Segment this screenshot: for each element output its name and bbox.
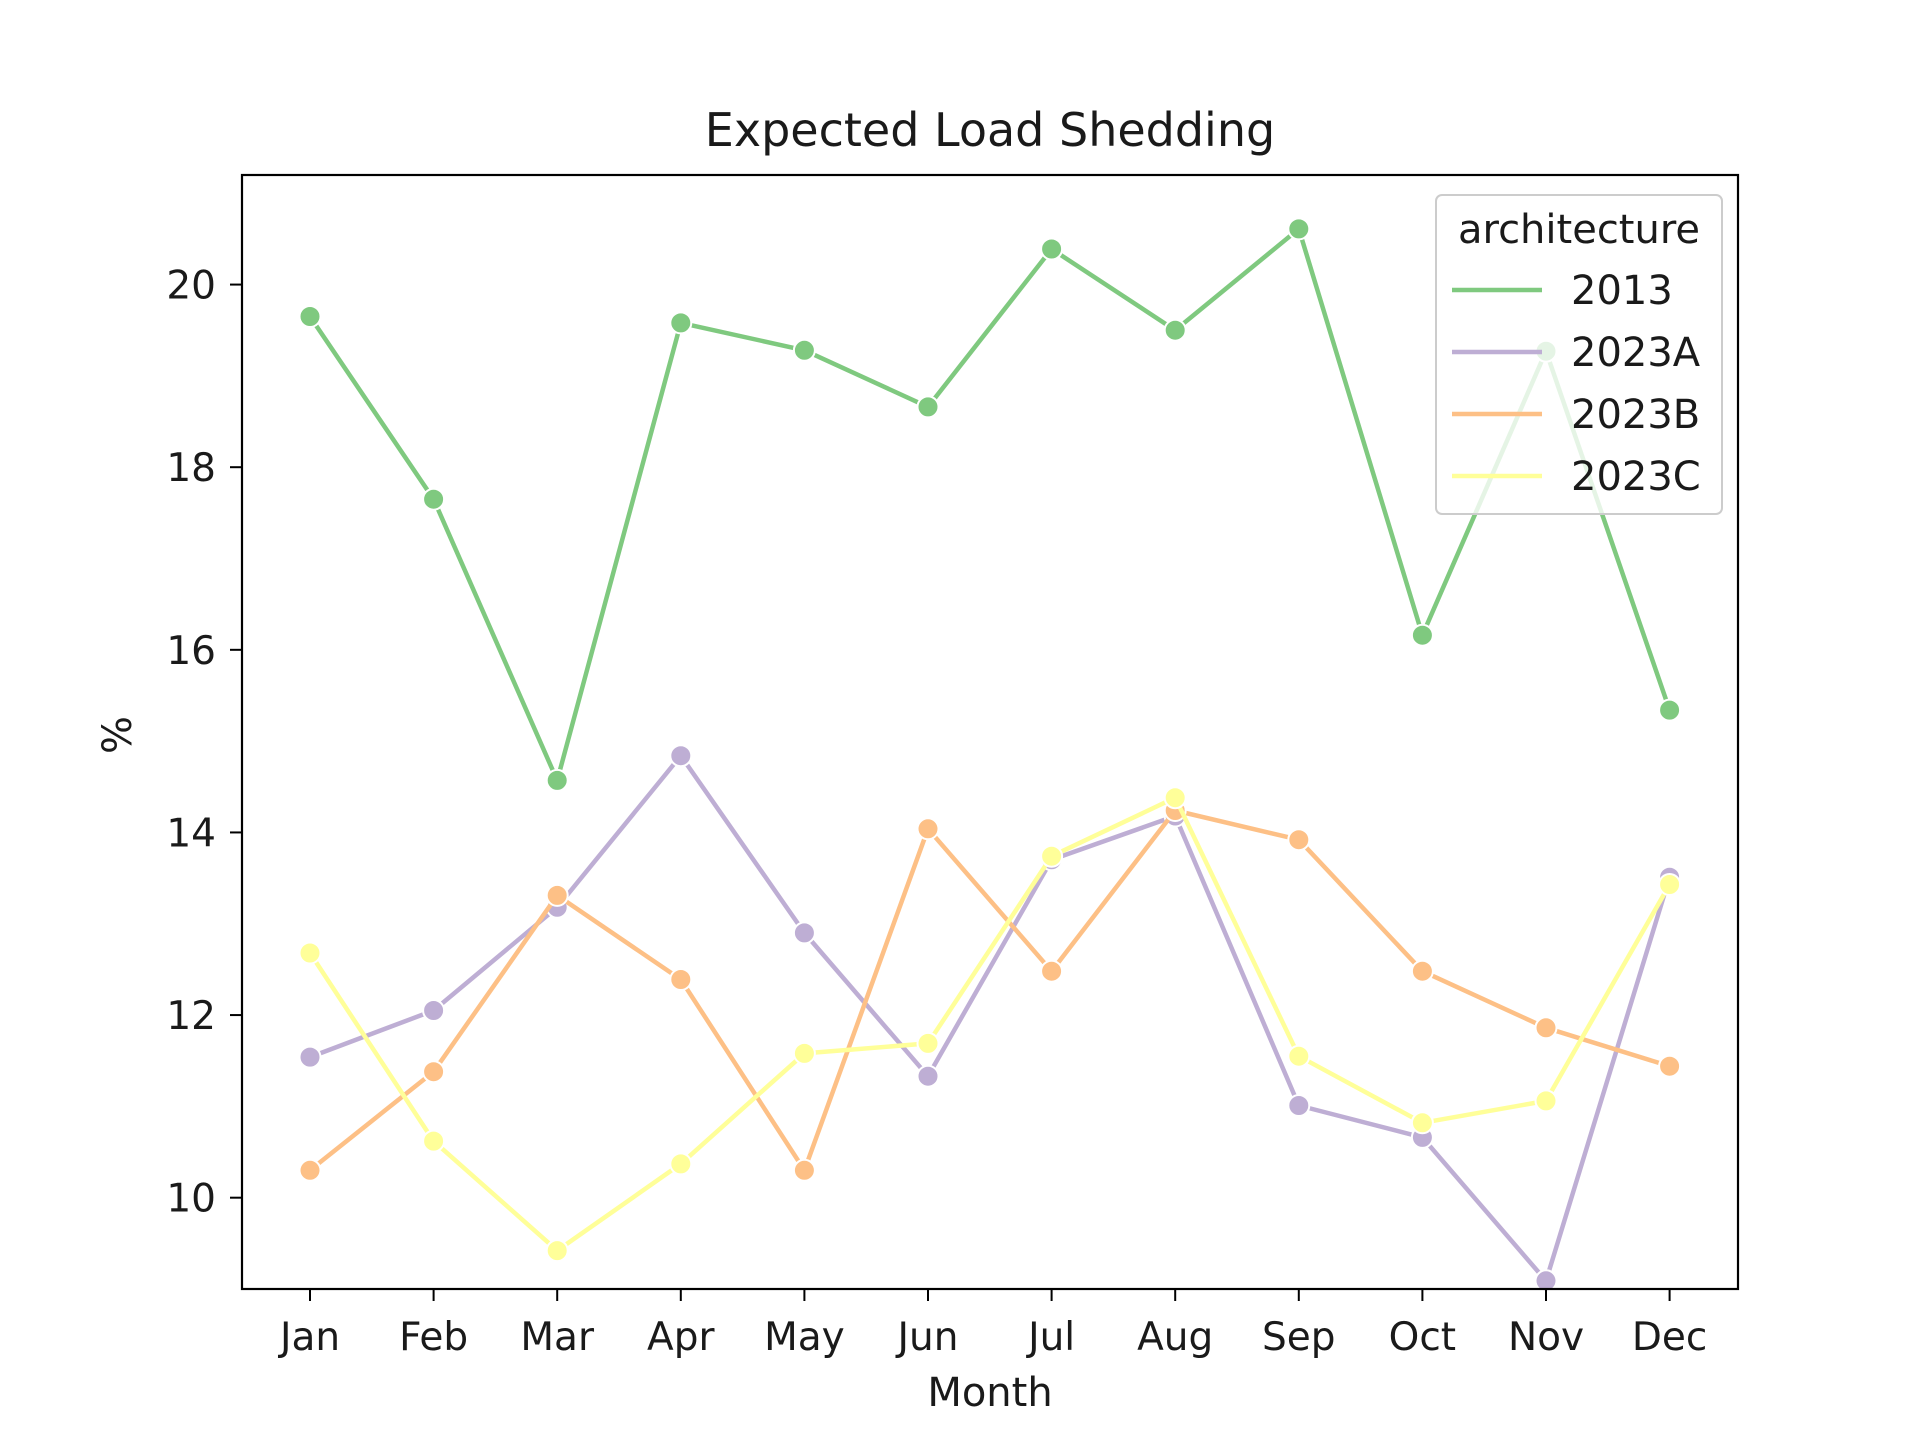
x-tick-label-sep: Sep [1262, 1315, 1336, 1360]
x-tick-label-jan: Jan [277, 1315, 340, 1360]
series-2023a-point-apr [669, 744, 693, 768]
y-axis-title: % [95, 716, 141, 754]
legend-title: architecture [1458, 207, 1700, 253]
series-2023b-point-nov [1534, 1016, 1558, 1040]
series-2013-point-jul [1040, 237, 1064, 261]
series-2013-point-jun [916, 395, 940, 419]
series-2023a-point-may [792, 921, 816, 945]
series-2013-point-mar [545, 768, 569, 792]
y-tick-label-14: 14 [166, 811, 216, 856]
series-2023b-point-jul [1040, 959, 1064, 983]
series-2013-point-jan [298, 305, 322, 328]
x-tick-label-may: May [764, 1315, 845, 1360]
series-2013-point-sep [1287, 217, 1311, 241]
series-2013-point-aug [1163, 318, 1187, 342]
y-tick-label-10: 10 [166, 1177, 216, 1222]
series-2023c-point-apr [669, 1152, 693, 1176]
plot-frame [240, 173, 1740, 1291]
y-tick-label-12: 12 [166, 994, 216, 1039]
legend-label-2013: 2013 [1571, 268, 1673, 314]
series-2013-point-apr [669, 311, 693, 335]
series-2023c-point-dec [1658, 873, 1682, 896]
series-2023a-point-feb [422, 999, 446, 1022]
x-tick-label-mar: Mar [520, 1315, 595, 1360]
series-2023c-point-aug [1163, 786, 1187, 810]
legend-label-2023a: 2023A [1571, 330, 1701, 376]
series-2013-point-feb [422, 487, 446, 511]
series-2023c-point-feb [422, 1129, 446, 1153]
chart-title: Expected Load Shedding [705, 103, 1275, 157]
series-2023c-point-oct [1410, 1111, 1434, 1135]
legend-box [1435, 194, 1723, 515]
series-2023a-point-jan [298, 1045, 322, 1069]
series-2023b-point-mar [545, 883, 569, 907]
series-2023c-point-nov [1534, 1089, 1558, 1113]
legend-label-2023c: 2023C [1571, 454, 1701, 500]
series-2023c [298, 786, 1682, 1263]
x-tick-label-jun: Jun [895, 1315, 959, 1360]
series-2023c-point-sep [1287, 1044, 1311, 1068]
series-2023c-point-jan [298, 941, 322, 965]
series-2013-point-may [792, 338, 816, 362]
series-2013-point-oct [1410, 623, 1434, 647]
x-tick-label-apr: Apr [647, 1315, 715, 1360]
series-2023b-point-jan [298, 1158, 322, 1182]
series-2023b-point-dec [1658, 1054, 1682, 1078]
x-tick-label-jul: Jul [1025, 1315, 1075, 1360]
legend: architecture 2013 2023A 2023B 2023C [1435, 194, 1723, 515]
series-2023b-point-sep [1287, 828, 1311, 852]
series-2023a-point-jun [916, 1064, 940, 1088]
series-2013-line [307, 226, 1672, 783]
series-2013 [298, 217, 1682, 792]
series-2023b-point-oct [1410, 959, 1434, 983]
series-2013-point-dec [1658, 698, 1682, 722]
plot-area [298, 217, 1682, 1293]
y-tick-label-16: 16 [166, 629, 216, 674]
x-axis-title: Month [927, 1370, 1052, 1416]
series-2023b-line [307, 808, 1672, 1173]
series-2023b [298, 799, 1682, 1182]
series-2023c-point-may [792, 1041, 816, 1065]
x-tick-label-oct: Oct [1389, 1315, 1456, 1360]
y-tick-label-20: 20 [166, 264, 216, 309]
x-tick-label-nov: Nov [1508, 1315, 1584, 1360]
series-2023b-point-jun [916, 817, 940, 841]
x-tick-label-feb: Feb [399, 1315, 468, 1360]
series-2023a-point-sep [1287, 1094, 1311, 1117]
series-2023b-point-may [792, 1158, 816, 1182]
series-2023c-line [307, 795, 1672, 1253]
series-2023c-point-mar [545, 1239, 569, 1263]
series-2023b-point-feb [422, 1060, 446, 1084]
series-2023b-point-apr [669, 968, 693, 991]
y-tick-label-18: 18 [166, 446, 216, 491]
series-2023c-point-jul [1040, 844, 1064, 868]
axes: Jan Feb Mar Apr May Jun Jul Aug Sep Oct Nov Dec 10 12… [166, 173, 1740, 1360]
x-tick-label-dec: Dec [1632, 1315, 1707, 1360]
legend-label-2023b: 2023B [1571, 392, 1700, 438]
x-tick-label-aug: Aug [1137, 1315, 1213, 1360]
series-2023c-point-jun [916, 1031, 940, 1055]
